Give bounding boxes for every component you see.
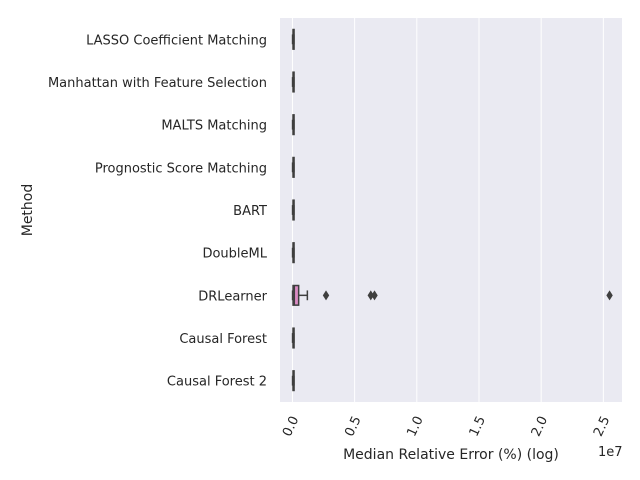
category-label: LASSO Coefficient Matching bbox=[86, 33, 267, 48]
x-tick-label: 2.0 bbox=[529, 414, 551, 439]
x-tick-label: 0.5 bbox=[342, 414, 364, 439]
category-label: MALTS Matching bbox=[161, 119, 267, 134]
category-labels: LASSO Coefficient Matching Manhattan with… bbox=[48, 33, 268, 389]
x-tick-labels: 0.0 0.5 1.0 1.5 2.0 2.5 bbox=[280, 414, 613, 439]
box-9 bbox=[291, 370, 295, 392]
category-label: Prognostic Score Matching bbox=[95, 161, 267, 176]
box-2 bbox=[291, 71, 295, 93]
x-axis-title: Median Relative Error (%) (log) bbox=[343, 447, 559, 463]
x-tick-label: 1.5 bbox=[467, 414, 489, 439]
category-label: DoubleML bbox=[202, 247, 267, 262]
box-6 bbox=[291, 242, 295, 264]
box-4 bbox=[291, 156, 295, 178]
box-5 bbox=[291, 199, 295, 221]
x-tick-label: 2.5 bbox=[591, 414, 613, 439]
boxes bbox=[291, 28, 613, 392]
box-3 bbox=[291, 114, 295, 136]
outlier-point bbox=[322, 290, 330, 301]
y-axis-title: Method bbox=[20, 184, 36, 237]
box-1 bbox=[291, 28, 295, 50]
box-7 bbox=[291, 284, 613, 306]
x-tick-label: 0.0 bbox=[280, 414, 302, 439]
box-body bbox=[292, 284, 300, 306]
outlier-point bbox=[371, 290, 378, 301]
category-label: Manhattan with Feature Selection bbox=[48, 76, 267, 91]
category-label: Causal Forest 2 bbox=[167, 375, 267, 390]
category-label: Causal Forest bbox=[179, 332, 267, 347]
category-label: DRLearner bbox=[198, 289, 267, 304]
plot-area bbox=[280, 18, 622, 402]
outlier-point bbox=[367, 290, 374, 301]
box-8 bbox=[291, 327, 295, 349]
x-tick-label: 1.0 bbox=[404, 414, 426, 439]
x-offset-text: 1e7 bbox=[598, 445, 623, 460]
outlier-point bbox=[606, 290, 613, 301]
category-label: BART bbox=[233, 204, 267, 219]
